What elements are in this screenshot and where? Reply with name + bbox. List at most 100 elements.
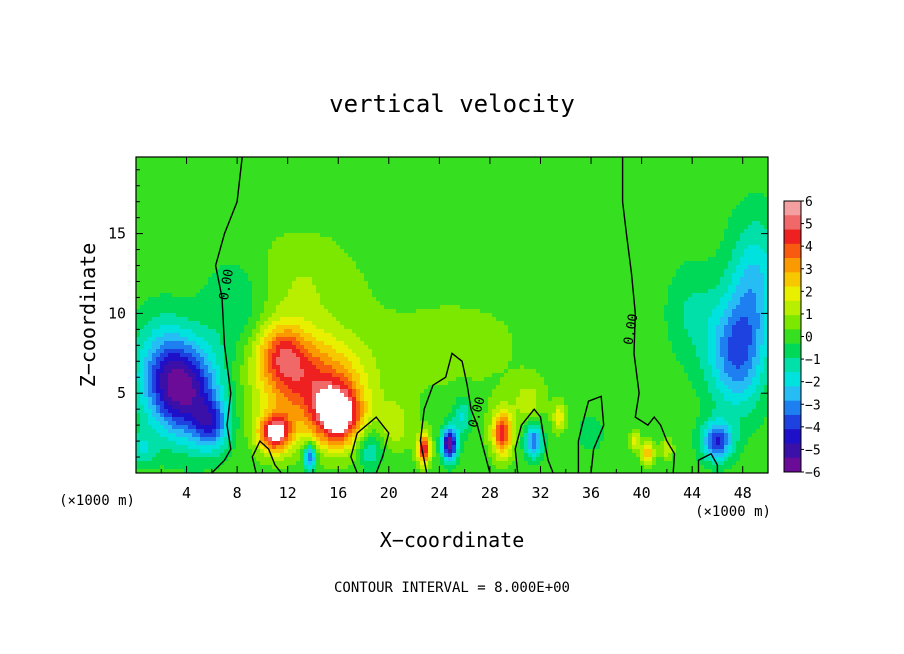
field-cell <box>580 161 585 166</box>
field-cell <box>276 181 281 186</box>
field-cell <box>420 249 425 254</box>
field-cell <box>388 213 393 218</box>
field-cell <box>504 193 509 198</box>
field-cell <box>740 197 745 202</box>
field-cell <box>512 225 517 230</box>
field-cell <box>744 221 749 226</box>
field-cell <box>680 161 685 166</box>
field-cell <box>396 257 401 262</box>
field-cell <box>472 209 477 214</box>
field-cell <box>200 185 205 190</box>
field-cell <box>380 169 385 174</box>
field-cell <box>428 173 433 178</box>
field-cell <box>436 193 441 198</box>
field-cell <box>292 265 297 270</box>
field-cell <box>712 257 717 262</box>
field-cell <box>460 217 465 222</box>
field-cell <box>708 177 713 182</box>
field-cell <box>696 161 701 166</box>
field-cell <box>240 189 245 194</box>
field-cell <box>688 237 693 242</box>
field-cell <box>336 213 341 218</box>
field-cell <box>696 265 701 270</box>
field-cell <box>484 213 489 218</box>
field-cell <box>332 253 337 258</box>
field-cell <box>592 261 597 266</box>
field-cell <box>260 265 265 270</box>
field-cell <box>256 277 261 282</box>
field-cell <box>536 225 541 230</box>
field-cell <box>336 197 341 202</box>
field-cell <box>276 197 281 202</box>
field-cell <box>756 189 761 194</box>
field-cell <box>728 241 733 246</box>
field-cell <box>472 189 477 194</box>
field-cell <box>492 165 497 170</box>
field-cell <box>392 273 397 278</box>
field-cell <box>624 157 629 162</box>
field-cell <box>388 197 393 202</box>
field-cell <box>376 273 381 278</box>
field-cell <box>536 277 541 282</box>
field-cell <box>424 233 429 238</box>
field-cell <box>208 197 213 202</box>
field-cell <box>448 185 453 190</box>
field-cell <box>664 157 669 162</box>
field-cell <box>712 233 717 238</box>
field-cell <box>516 189 521 194</box>
field-cell <box>712 217 717 222</box>
field-cell <box>300 205 305 210</box>
field-cell <box>704 241 709 246</box>
field-cell <box>596 169 601 174</box>
field-cell <box>456 273 461 278</box>
field-cell <box>708 173 713 178</box>
field-cell <box>488 185 493 190</box>
field-cell <box>296 237 301 242</box>
field-cell <box>352 177 357 182</box>
field-cell <box>204 265 209 270</box>
field-cell <box>432 281 437 286</box>
field-cell <box>288 261 293 266</box>
field-cell <box>748 209 753 214</box>
field-cell <box>284 273 289 278</box>
field-cell <box>352 229 357 234</box>
field-cell <box>708 245 713 250</box>
field-cell <box>764 225 769 230</box>
field-cell <box>208 217 213 222</box>
field-cell <box>656 173 661 178</box>
field-cell <box>248 273 253 278</box>
field-cell <box>524 181 529 186</box>
field-cell <box>268 221 273 226</box>
field-cell <box>736 249 741 254</box>
field-cell <box>536 173 541 178</box>
field-cell <box>424 253 429 258</box>
field-cell <box>336 221 341 226</box>
field-cell <box>148 161 153 166</box>
field-cell <box>536 269 541 274</box>
field-cell <box>264 253 269 258</box>
field-cell <box>336 237 341 242</box>
field-cell <box>616 221 621 226</box>
field-cell <box>692 193 697 198</box>
field-cell <box>688 157 693 162</box>
field-cell <box>380 237 385 242</box>
field-cell <box>356 181 361 186</box>
field-cell <box>452 161 457 166</box>
field-cell <box>464 189 469 194</box>
field-cell <box>488 257 493 262</box>
field-cell <box>740 233 745 238</box>
field-cell <box>436 173 441 178</box>
field-cell <box>408 253 413 258</box>
field-cell <box>700 181 705 186</box>
field-cell <box>412 277 417 282</box>
field-cell <box>456 165 461 170</box>
field-cell <box>648 277 653 282</box>
field-cell <box>720 193 725 198</box>
field-cell <box>156 169 161 174</box>
field-cell <box>532 161 537 166</box>
field-cell <box>436 281 441 286</box>
field-cell <box>512 193 517 198</box>
field-cell <box>184 281 189 286</box>
field-cell <box>420 221 425 226</box>
field-cell <box>196 213 201 218</box>
